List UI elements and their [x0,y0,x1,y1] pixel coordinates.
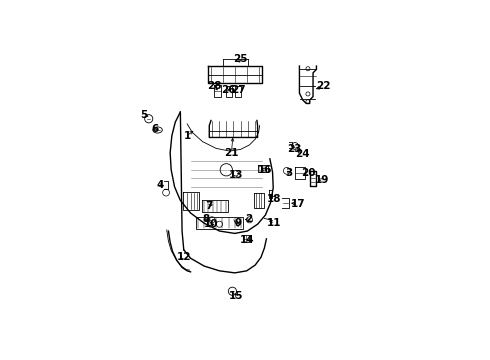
Text: 20: 20 [301,168,315,178]
Text: 21: 21 [224,148,239,158]
Text: 18: 18 [267,194,281,204]
Text: 12: 12 [176,252,191,262]
Text: 15: 15 [229,291,244,301]
Text: 19: 19 [315,175,329,185]
Text: 24: 24 [295,149,310,159]
Text: 26: 26 [220,85,235,95]
Text: 5: 5 [140,111,147,120]
Text: 28: 28 [207,81,221,91]
Text: 22: 22 [316,81,330,91]
Text: 9: 9 [235,217,242,228]
Text: 17: 17 [291,199,305,209]
Text: 7: 7 [206,201,213,211]
Text: 6: 6 [151,124,158,134]
Text: 23: 23 [287,144,301,154]
Text: 10: 10 [204,219,218,229]
Text: 8: 8 [202,214,210,224]
Text: 13: 13 [229,170,244,180]
Text: 25: 25 [233,54,247,64]
Text: 27: 27 [231,85,245,95]
Text: 2: 2 [245,214,252,224]
Text: 1: 1 [184,131,191,141]
Text: 14: 14 [240,234,254,244]
Text: 16: 16 [258,165,272,175]
Text: 4: 4 [156,180,164,190]
Text: 3: 3 [286,168,293,178]
Text: 11: 11 [267,217,281,228]
